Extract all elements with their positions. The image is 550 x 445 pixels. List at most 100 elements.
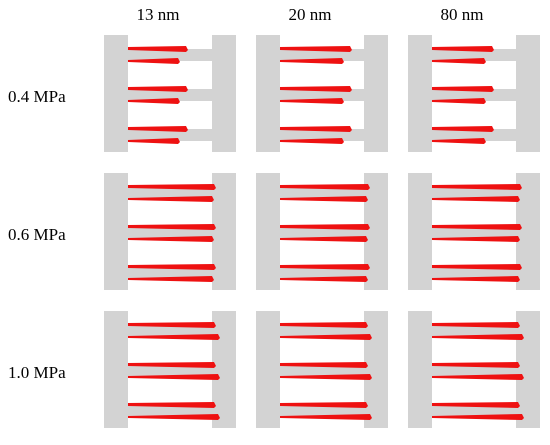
panels — [104, 35, 540, 428]
panel — [408, 35, 540, 152]
gray-strip — [280, 227, 364, 239]
right-wall — [364, 311, 388, 428]
red-finger — [280, 126, 352, 132]
gray-strip — [432, 129, 516, 141]
red-finger — [128, 374, 220, 380]
gray-strip — [280, 325, 364, 337]
panel — [256, 311, 388, 428]
column-label: 80 nm — [441, 5, 484, 24]
left-wall — [104, 311, 128, 428]
red-finger — [280, 138, 344, 144]
red-finger — [128, 58, 180, 64]
red-finger — [128, 264, 216, 270]
right-wall — [364, 173, 388, 290]
red-finger — [128, 86, 188, 92]
red-finger — [280, 334, 372, 340]
red-finger — [128, 236, 214, 242]
red-finger — [128, 322, 216, 328]
red-finger — [432, 46, 494, 52]
red-finger — [280, 236, 368, 242]
red-finger — [128, 224, 216, 230]
left-wall — [104, 35, 128, 152]
red-finger — [280, 184, 370, 190]
gray-strip — [128, 49, 212, 61]
right-wall — [212, 173, 236, 290]
red-finger — [280, 264, 370, 270]
red-finger — [128, 138, 180, 144]
gray-strip — [280, 89, 364, 101]
red-finger — [432, 58, 486, 64]
left-wall — [408, 173, 432, 290]
red-finger — [432, 138, 486, 144]
red-finger — [280, 374, 372, 380]
red-finger — [280, 362, 368, 368]
right-wall — [364, 35, 388, 152]
left-wall — [256, 35, 280, 152]
right-wall — [212, 35, 236, 152]
red-finger — [128, 196, 214, 202]
gray-strip — [128, 405, 212, 417]
red-finger — [432, 236, 520, 242]
left-wall — [256, 311, 280, 428]
red-finger — [280, 276, 368, 282]
left-wall — [256, 173, 280, 290]
red-finger — [280, 224, 370, 230]
column-label: 20 nm — [289, 5, 332, 24]
gray-strip — [128, 129, 212, 141]
red-finger — [432, 98, 486, 104]
gray-strip — [432, 49, 516, 61]
gray-strip — [128, 187, 212, 199]
gray-strip — [432, 89, 516, 101]
right-wall — [516, 173, 540, 290]
gray-strip — [432, 227, 516, 239]
red-finger — [432, 86, 494, 92]
gray-strip — [432, 325, 516, 337]
panel — [408, 311, 540, 428]
red-finger — [432, 374, 524, 380]
gray-strip — [280, 49, 364, 61]
gray-strip — [432, 267, 516, 279]
panel — [104, 311, 236, 428]
row-label: 0.4 MPa — [8, 87, 66, 106]
red-finger — [280, 414, 372, 420]
right-wall — [516, 35, 540, 152]
red-finger — [432, 276, 520, 282]
gray-strip — [280, 365, 364, 377]
red-finger — [280, 46, 352, 52]
row-label: 1.0 MPa — [8, 363, 66, 382]
red-finger — [128, 334, 220, 340]
gray-strip — [432, 405, 516, 417]
panel — [104, 35, 236, 152]
red-finger — [128, 184, 216, 190]
red-finger — [128, 414, 220, 420]
right-wall — [516, 311, 540, 428]
red-finger — [280, 98, 344, 104]
red-finger — [280, 196, 368, 202]
red-finger — [432, 414, 524, 420]
red-finger — [432, 264, 522, 270]
red-finger — [280, 322, 368, 328]
gray-strip — [280, 129, 364, 141]
left-wall — [408, 35, 432, 152]
gray-strip — [280, 187, 364, 199]
red-finger — [280, 86, 352, 92]
row-label: 0.6 MPa — [8, 225, 66, 244]
panel — [256, 35, 388, 152]
red-finger — [432, 126, 494, 132]
red-finger — [432, 334, 524, 340]
panel — [408, 173, 540, 290]
left-wall — [408, 311, 432, 428]
gray-strip — [128, 267, 212, 279]
red-finger — [128, 126, 188, 132]
gray-strip — [128, 325, 212, 337]
red-finger — [432, 184, 522, 190]
gray-strip — [280, 405, 364, 417]
red-finger — [432, 322, 520, 328]
red-finger — [128, 362, 216, 368]
red-finger — [128, 402, 216, 408]
red-finger — [432, 402, 520, 408]
red-finger — [128, 98, 180, 104]
right-wall — [212, 311, 236, 428]
panel — [256, 173, 388, 290]
